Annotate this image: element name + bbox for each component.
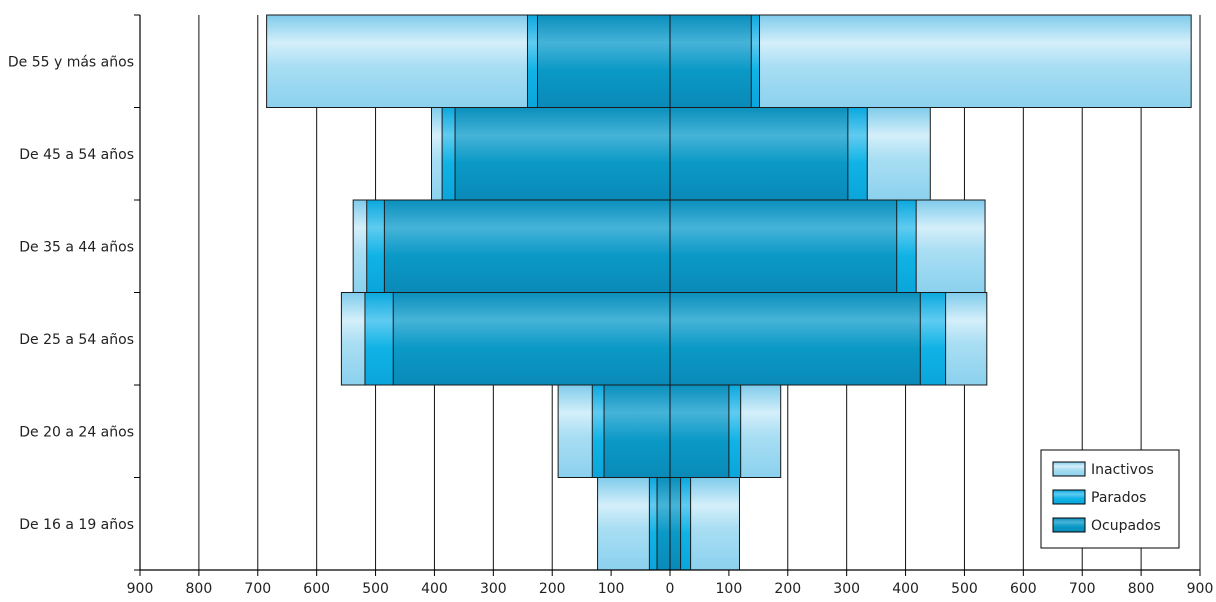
- x-tick-label-8: 100: [598, 581, 625, 597]
- x-tick-label-17: 800: [1128, 581, 1155, 597]
- legend-swatch-ocupados: [1052, 517, 1086, 533]
- x-tick-label-18: 900: [1187, 581, 1214, 597]
- x-tick-label-5: 400: [421, 581, 448, 597]
- x-tick-label-11: 200: [774, 581, 801, 597]
- x-tick-label-0: 900: [127, 581, 154, 597]
- bar-ocupados-3: [392, 292, 921, 386]
- x-tick-label-10: 100: [716, 581, 743, 597]
- category-label-0: De 55 y más años: [8, 54, 134, 70]
- x-tick-label-6: 300: [480, 581, 507, 597]
- legend-swatch-inactivos: [1052, 461, 1086, 477]
- bars-group: [266, 14, 1192, 571]
- category-label-3: De 25 a 54 años: [19, 332, 134, 348]
- category-label-2: De 35 a 44 años: [19, 239, 134, 255]
- category-label-1: De 45 a 54 años: [19, 147, 134, 163]
- bar-ocupados-1: [454, 107, 849, 201]
- bar-ocupados-4: [603, 384, 730, 478]
- legend-swatch-parados: [1052, 489, 1086, 505]
- x-tick-label-12: 300: [833, 581, 860, 597]
- legend-label-ocupados: Ocupados: [1091, 518, 1161, 534]
- x-tick-label-13: 400: [892, 581, 919, 597]
- axes-group: 900 800 700 600 500 400 300 200 100 0 100 200 300 400…: [8, 14, 1214, 597]
- x-tick-label-9: 0: [666, 581, 675, 597]
- x-tick-label-1: 800: [186, 581, 213, 597]
- category-label-5: De 16 a 19 años: [19, 517, 134, 533]
- bar-ocupados-0: [537, 14, 752, 108]
- x-tick-label-3: 600: [303, 581, 330, 597]
- x-tick-label-14: 500: [951, 581, 978, 597]
- legend-label-inactivos: Inactivos: [1091, 462, 1154, 478]
- bar-ocupados-5: [656, 477, 682, 571]
- x-tick-label-16: 700: [1069, 581, 1096, 597]
- category-label-4: De 20 a 24 años: [19, 424, 134, 440]
- x-tick-label-15: 600: [1010, 581, 1037, 597]
- legend: Inactivos Parados Ocupados: [1040, 449, 1180, 549]
- bar-ocupados-2: [383, 199, 898, 293]
- x-tick-label-7: 200: [539, 581, 566, 597]
- legend-label-parados: Parados: [1091, 490, 1146, 506]
- x-tick-label-2: 700: [244, 581, 271, 597]
- x-tick-label-4: 500: [362, 581, 389, 597]
